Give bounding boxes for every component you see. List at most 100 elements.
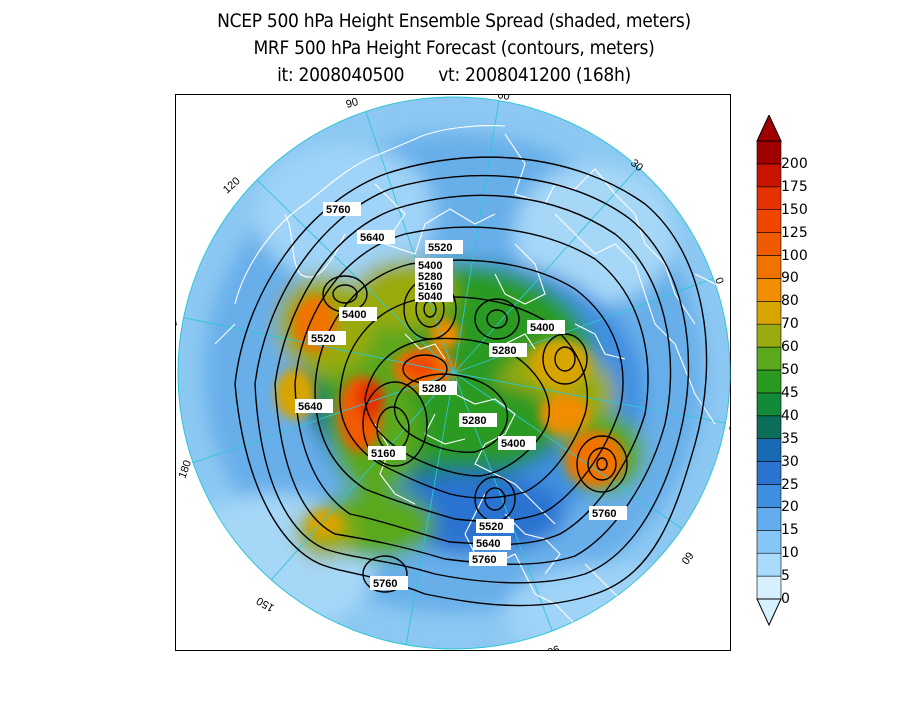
colorbar-tick-label: 25 (781, 476, 799, 493)
colorbar-cell (756, 461, 782, 485)
svg-text:5400: 5400 (418, 260, 442, 272)
svg-text:5760: 5760 (592, 508, 616, 520)
svg-text:5400: 5400 (501, 438, 525, 450)
lon-label: 90 (345, 96, 360, 111)
colorbar-cell (756, 163, 782, 188)
contour-label: 5640 (295, 399, 333, 413)
colorbar-cell (756, 140, 782, 165)
title-line-2: MRF 500 hPa Height Forecast (contours, m… (253, 37, 655, 59)
contour-label: 5280 (419, 381, 457, 395)
svg-text:5400: 5400 (530, 322, 554, 334)
contour-label: 5280 (459, 413, 497, 427)
colorbar-tick-label: 50 (781, 362, 799, 378)
contour-label: 5640 (357, 230, 395, 244)
colorbar-max-arrow (756, 115, 782, 142)
polar-map: 90 60 30 0 30 60 90 120 150 180 150 120 … (175, 94, 731, 651)
svg-text:5280: 5280 (462, 415, 486, 427)
contour-label: 5520 (425, 240, 463, 254)
title-line-3: it: 2008040500 vt: 2008041200 (168h) (0, 62, 908, 89)
colorbar-cell (756, 346, 782, 371)
svg-text:5760: 5760 (326, 204, 350, 216)
contour-label: 5280 (489, 343, 527, 357)
colorbar-tick-label: 20 (781, 499, 799, 516)
colorbar-cell (756, 186, 782, 211)
colorbar-tick-label: 60 (781, 339, 799, 356)
valid-time-label: vt: 2008041200 (168h) (438, 64, 631, 86)
contour-label: 5760 (469, 552, 507, 566)
lon-label: 30 (726, 418, 731, 432)
svg-text:5160: 5160 (371, 448, 395, 460)
svg-text:5520: 5520 (428, 242, 452, 254)
svg-text:5520: 5520 (311, 333, 335, 345)
colorbar-cell (756, 323, 782, 348)
colorbar-tick-label: 100 (781, 247, 808, 264)
svg-text:5400: 5400 (342, 309, 366, 321)
lon-label: 150 (175, 307, 180, 327)
title-line-1: NCEP 500 hPa Height Ensemble Spread (sha… (217, 10, 691, 32)
colorbar-cell (756, 301, 782, 325)
colorbar-cell (756, 529, 782, 554)
map-edge (177, 96, 731, 650)
colorbar-cell (756, 232, 782, 256)
contour-label: 5640 (473, 536, 511, 550)
colorbar-cell (756, 392, 782, 417)
plot-title: NCEP 500 hPa Height Ensemble Spread (sha… (0, 8, 908, 89)
contour-label: 5520 (476, 519, 514, 533)
svg-text:5280: 5280 (492, 345, 516, 357)
colorbar-tick-label: 10 (781, 545, 799, 562)
colorbar-tick-label: 5 (781, 568, 790, 585)
colorbar-tick-label: 90 (781, 270, 799, 287)
contour-label: 5040 (415, 290, 453, 303)
lon-label: 60 (496, 94, 510, 103)
colorbar-tick-label: 30 (781, 453, 799, 470)
colorbar-tick-label: 0 (781, 591, 790, 607)
svg-text:5760: 5760 (472, 554, 496, 566)
colorbar-tick-label: 125 (781, 224, 808, 241)
contour-label: 5400 (339, 307, 377, 321)
contour-label: 5160 (368, 446, 406, 460)
longitude-labels: 90 60 30 0 30 60 90 120 150 180 150 120 (175, 94, 731, 651)
colorbar (756, 115, 782, 627)
coastlines (214, 125, 730, 625)
colorbar-tick-label: 15 (781, 522, 799, 539)
colorbar-cell (756, 369, 782, 394)
colorbar-min-arrow (756, 598, 782, 627)
colorbar-cell (756, 209, 782, 233)
contour-labels: 5760 5640 5520 5400 5280 5160 5040 5400 … (295, 202, 627, 590)
colorbar-tick-label: 35 (781, 430, 799, 447)
colorbar-cell (756, 415, 782, 439)
colorbar-cell (756, 255, 782, 279)
colorbar-cell (756, 484, 782, 508)
colorbar-tick-label: 175 (781, 178, 808, 195)
lon-label: 120 (221, 175, 243, 196)
contour-label: 5760 (589, 506, 627, 520)
contour-label: 5400 (498, 436, 536, 450)
svg-text:5640: 5640 (360, 232, 384, 244)
contour-label: 5520 (308, 331, 346, 345)
colorbar-tick-label: 80 (781, 293, 799, 310)
svg-text:5520: 5520 (479, 521, 503, 533)
colorbar-tick-label: 150 (781, 201, 808, 218)
lon-label: 0 (712, 276, 725, 286)
contour-label: 5760 (323, 202, 361, 216)
lon-label: 60 (679, 549, 696, 566)
contour-label: 5760 (370, 576, 408, 590)
init-time-label: it: 2008040500 (277, 64, 405, 86)
colorbar-cell (756, 575, 782, 600)
contour-label: 5400 (415, 258, 453, 272)
lon-label: 90 (545, 642, 561, 651)
colorbar-tick-label: 40 (781, 407, 799, 424)
svg-text:5640: 5640 (298, 401, 322, 413)
svg-text:5640: 5640 (476, 538, 500, 550)
colorbar-cell (756, 552, 782, 577)
colorbar-cell (756, 278, 782, 302)
colorbar-tick-label: 70 (781, 316, 799, 333)
colorbar-tick-label: 45 (781, 384, 799, 401)
lon-label: 150 (255, 594, 277, 614)
colorbar-tick-label: 200 (781, 155, 808, 172)
contour-label: 5400 (527, 320, 565, 334)
lon-label: 180 (177, 459, 195, 480)
svg-text:5040: 5040 (418, 291, 442, 303)
svg-text:5280: 5280 (422, 383, 446, 395)
colorbar-cell (756, 438, 782, 462)
